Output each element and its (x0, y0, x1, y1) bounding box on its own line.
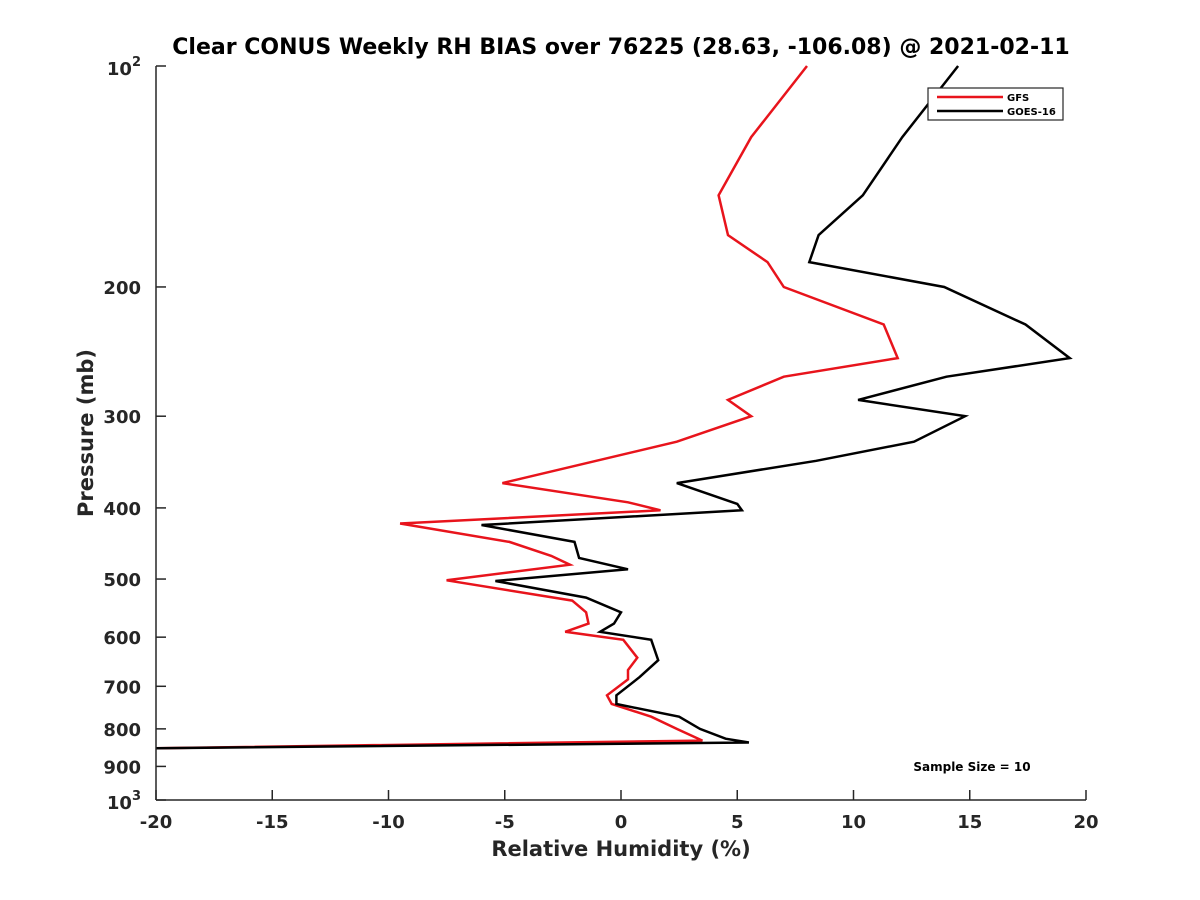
y-tick-label: 800 (103, 720, 141, 741)
x-tick-label: 10 (841, 812, 866, 833)
series-layer (155, 65, 1073, 750)
chart-title: Clear CONUS Weekly RH BIAS over 76225 (2… (172, 35, 1069, 60)
x-tick-label: -15 (256, 812, 289, 833)
y-tick-label: 600 (103, 628, 141, 649)
x-tick-label: 20 (1073, 812, 1098, 833)
legend-label-goes16: GOES-16 (1007, 107, 1056, 118)
legend-label-gfs: GFS (1007, 93, 1029, 104)
y-tick-label: 900 (103, 757, 141, 778)
y-tick-label: 102 (107, 55, 141, 80)
y-tick-exponent: 3 (132, 789, 141, 804)
y-tick-base: 10 (107, 59, 132, 80)
y-tick-base: 10 (107, 793, 132, 814)
x-ticks: -20 -15 -10 -5 0 5 10 15 20 (140, 790, 1099, 833)
series-line-gfs (155, 65, 900, 750)
x-axis-label: Relative Humidity (%) (491, 837, 750, 861)
x-tick-label: 0 (615, 812, 628, 833)
x-tick-label: 15 (957, 812, 982, 833)
y-tick-label: 200 (103, 278, 141, 299)
y-tick-label: 500 (103, 570, 141, 591)
legend: GFS GOES-16 (927, 87, 1064, 121)
y-tick-label: 103 (107, 789, 141, 814)
x-tick-label: -20 (140, 812, 173, 833)
x-tick-label: -10 (372, 812, 405, 833)
y-tick-label: 400 (103, 499, 141, 520)
x-tick-label: 5 (731, 812, 744, 833)
series-line-goes16 (155, 65, 1073, 750)
legend-box (927, 87, 1064, 121)
x-tick-label: -5 (495, 812, 515, 833)
y-axis-label: Pressure (mb) (74, 349, 98, 517)
y-tick-label: 700 (103, 677, 141, 698)
y-tick-label: 300 (103, 407, 141, 428)
sample-size-annotation: Sample Size = 10 (913, 760, 1030, 774)
y-tick-exponent: 2 (132, 55, 141, 70)
